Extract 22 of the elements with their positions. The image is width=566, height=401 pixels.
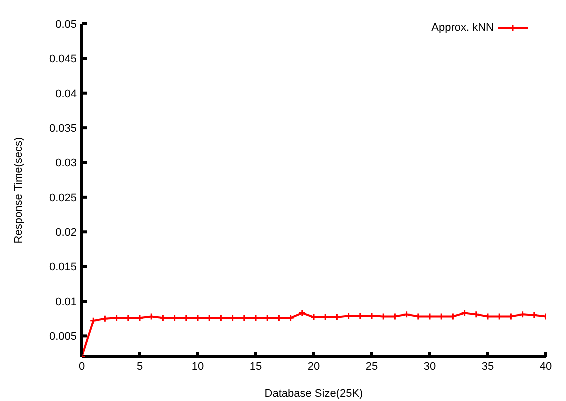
x-tick-label: 35 xyxy=(482,360,494,373)
x-axis-title: Database Size(25K) xyxy=(264,388,364,400)
y-tick-label: 0.025 xyxy=(49,192,77,204)
x-tick-label: 20 xyxy=(308,360,320,373)
y-tick-label: 0.045 xyxy=(49,54,77,66)
y-tick-label: 0.04 xyxy=(56,88,77,100)
y-tick-label: 0.01 xyxy=(56,296,77,308)
y-axis-title: Response Time(secs) xyxy=(12,137,25,244)
x-tick-label: 5 xyxy=(136,360,144,373)
y-tick-label: 0.03 xyxy=(56,158,77,170)
y-tick-label: 0.015 xyxy=(49,262,77,274)
x-tick-label: 0 xyxy=(78,360,86,373)
y-tick-label: 0.02 xyxy=(56,227,77,240)
legend-label: Approx. kNN xyxy=(432,22,494,34)
x-tick-label: 10 xyxy=(192,360,204,373)
y-tick-label: 0.035 xyxy=(49,122,77,135)
y-tick-label: 0.05 xyxy=(56,18,77,31)
x-tick-label: 30 xyxy=(424,360,436,373)
x-tick-label: 15 xyxy=(250,360,262,373)
y-tick-label: 0.005 xyxy=(49,331,77,344)
x-tick-label: 25 xyxy=(366,360,378,373)
x-tick-label: 40 xyxy=(540,360,552,373)
